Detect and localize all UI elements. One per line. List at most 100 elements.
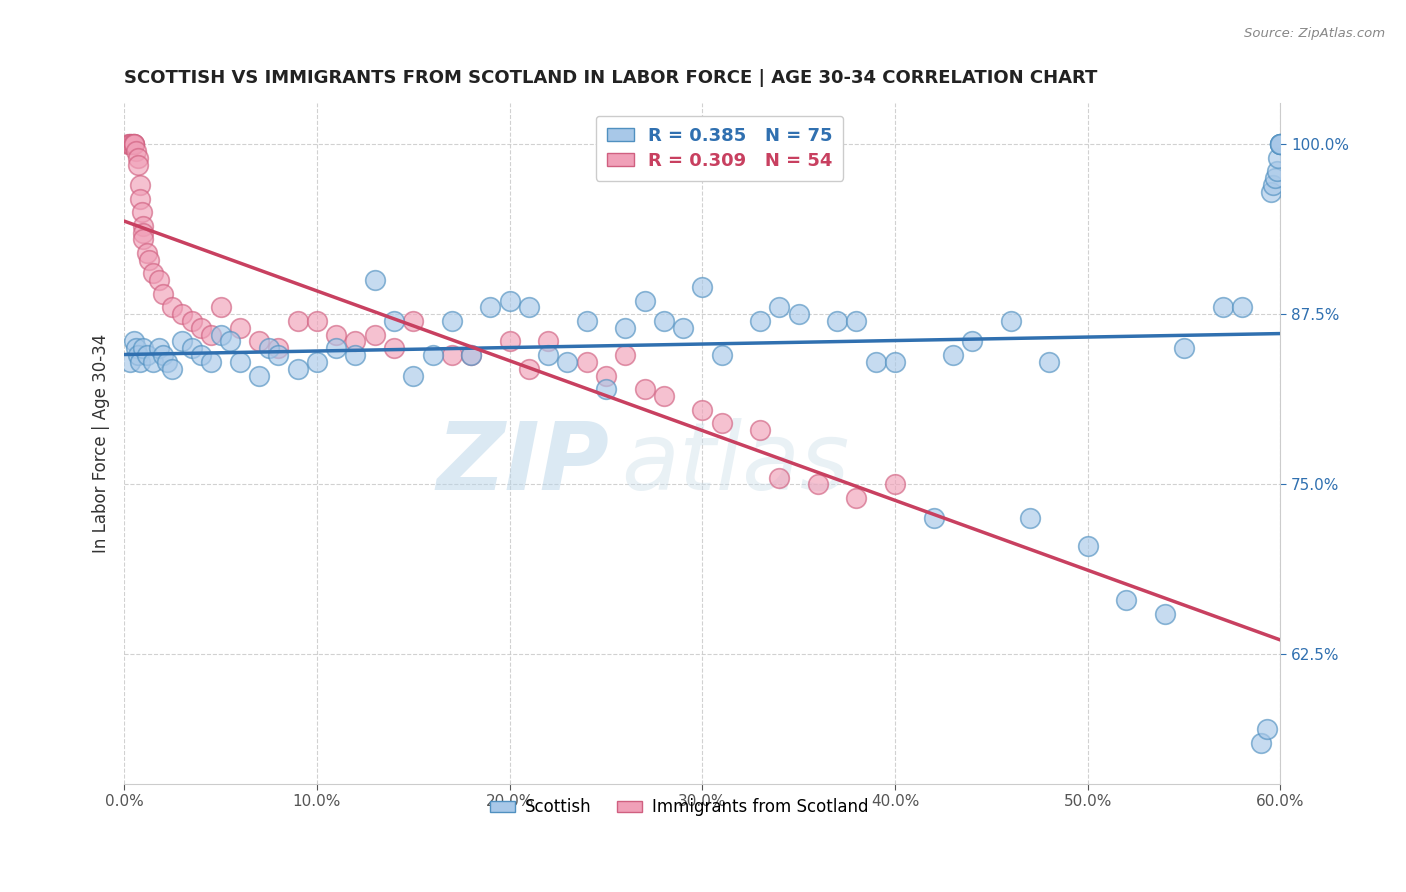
Point: [257, 341, 280, 355]
Point: [162, 361, 184, 376]
Point: [127, 158, 149, 172]
Point: [1153, 607, 1175, 621]
Point: [633, 382, 655, 396]
Point: [517, 301, 540, 315]
Point: [1270, 137, 1292, 152]
Point: [180, 314, 202, 328]
Text: SCOTTISH VS IMMIGRANTS FROM SCOTLAND IN LABOR FORCE | AGE 30-34 CORRELATION CHAR: SCOTTISH VS IMMIGRANTS FROM SCOTLAND IN …: [124, 69, 1098, 87]
Point: [960, 334, 983, 349]
Legend: Scottish, Immigrants from Scotland: Scottish, Immigrants from Scotland: [484, 792, 875, 823]
Point: [460, 348, 482, 362]
Point: [1250, 736, 1272, 750]
Point: [287, 314, 309, 328]
Point: [190, 348, 212, 362]
Point: [138, 252, 160, 267]
Point: [1038, 355, 1060, 369]
Point: [152, 286, 174, 301]
Point: [267, 348, 290, 362]
Point: [117, 137, 139, 152]
Point: [1270, 137, 1292, 152]
Point: [128, 192, 150, 206]
Point: [537, 348, 560, 362]
Point: [219, 334, 242, 349]
Point: [537, 334, 560, 349]
Point: [402, 368, 425, 383]
Point: [614, 348, 637, 362]
Point: [142, 267, 165, 281]
Point: [127, 348, 149, 362]
Point: [325, 327, 347, 342]
Point: [128, 178, 150, 192]
Point: [142, 355, 165, 369]
Point: [382, 341, 405, 355]
Point: [325, 341, 347, 355]
Point: [633, 293, 655, 308]
Point: [440, 348, 463, 362]
Point: [344, 334, 367, 349]
Point: [1260, 185, 1282, 199]
Point: [498, 293, 520, 308]
Point: [1270, 137, 1292, 152]
Point: [845, 491, 868, 505]
Point: [1173, 341, 1195, 355]
Point: [170, 307, 193, 321]
Point: [200, 327, 222, 342]
Point: [132, 226, 155, 240]
Point: [127, 151, 149, 165]
Point: [122, 137, 145, 152]
Point: [942, 348, 965, 362]
Point: [200, 355, 222, 369]
Point: [305, 314, 328, 328]
Text: ZIP: ZIP: [437, 418, 610, 510]
Point: [710, 348, 733, 362]
Text: atlas: atlas: [621, 418, 849, 509]
Point: [136, 246, 159, 260]
Point: [1256, 723, 1278, 737]
Point: [768, 301, 790, 315]
Text: Source: ZipAtlas.com: Source: ZipAtlas.com: [1244, 27, 1385, 40]
Point: [122, 334, 145, 349]
Point: [575, 355, 598, 369]
Point: [132, 232, 155, 246]
Point: [122, 137, 145, 152]
Point: [1270, 137, 1292, 152]
Point: [229, 321, 252, 335]
Point: [122, 137, 145, 152]
Point: [825, 314, 848, 328]
Y-axis label: In Labor Force | Age 30-34: In Labor Force | Age 30-34: [93, 334, 110, 553]
Point: [460, 348, 482, 362]
Point: [1000, 314, 1022, 328]
Point: [148, 341, 170, 355]
Point: [749, 314, 772, 328]
Point: [209, 327, 232, 342]
Point: [652, 389, 675, 403]
Point: [595, 368, 617, 383]
Point: [190, 321, 212, 335]
Point: [768, 470, 790, 484]
Point: [1077, 539, 1099, 553]
Point: [118, 355, 141, 369]
Point: [364, 327, 387, 342]
Point: [344, 348, 367, 362]
Point: [148, 273, 170, 287]
Point: [287, 361, 309, 376]
Point: [247, 334, 270, 349]
Point: [884, 477, 907, 491]
Point: [1230, 301, 1253, 315]
Point: [422, 348, 444, 362]
Point: [922, 511, 945, 525]
Point: [136, 348, 159, 362]
Point: [845, 314, 868, 328]
Point: [1267, 151, 1289, 165]
Point: [180, 341, 202, 355]
Point: [440, 314, 463, 328]
Point: [1019, 511, 1042, 525]
Point: [229, 355, 252, 369]
Point: [652, 314, 675, 328]
Point: [382, 314, 405, 328]
Point: [479, 301, 502, 315]
Point: [152, 348, 174, 362]
Point: [749, 423, 772, 437]
Point: [121, 137, 143, 152]
Point: [710, 416, 733, 430]
